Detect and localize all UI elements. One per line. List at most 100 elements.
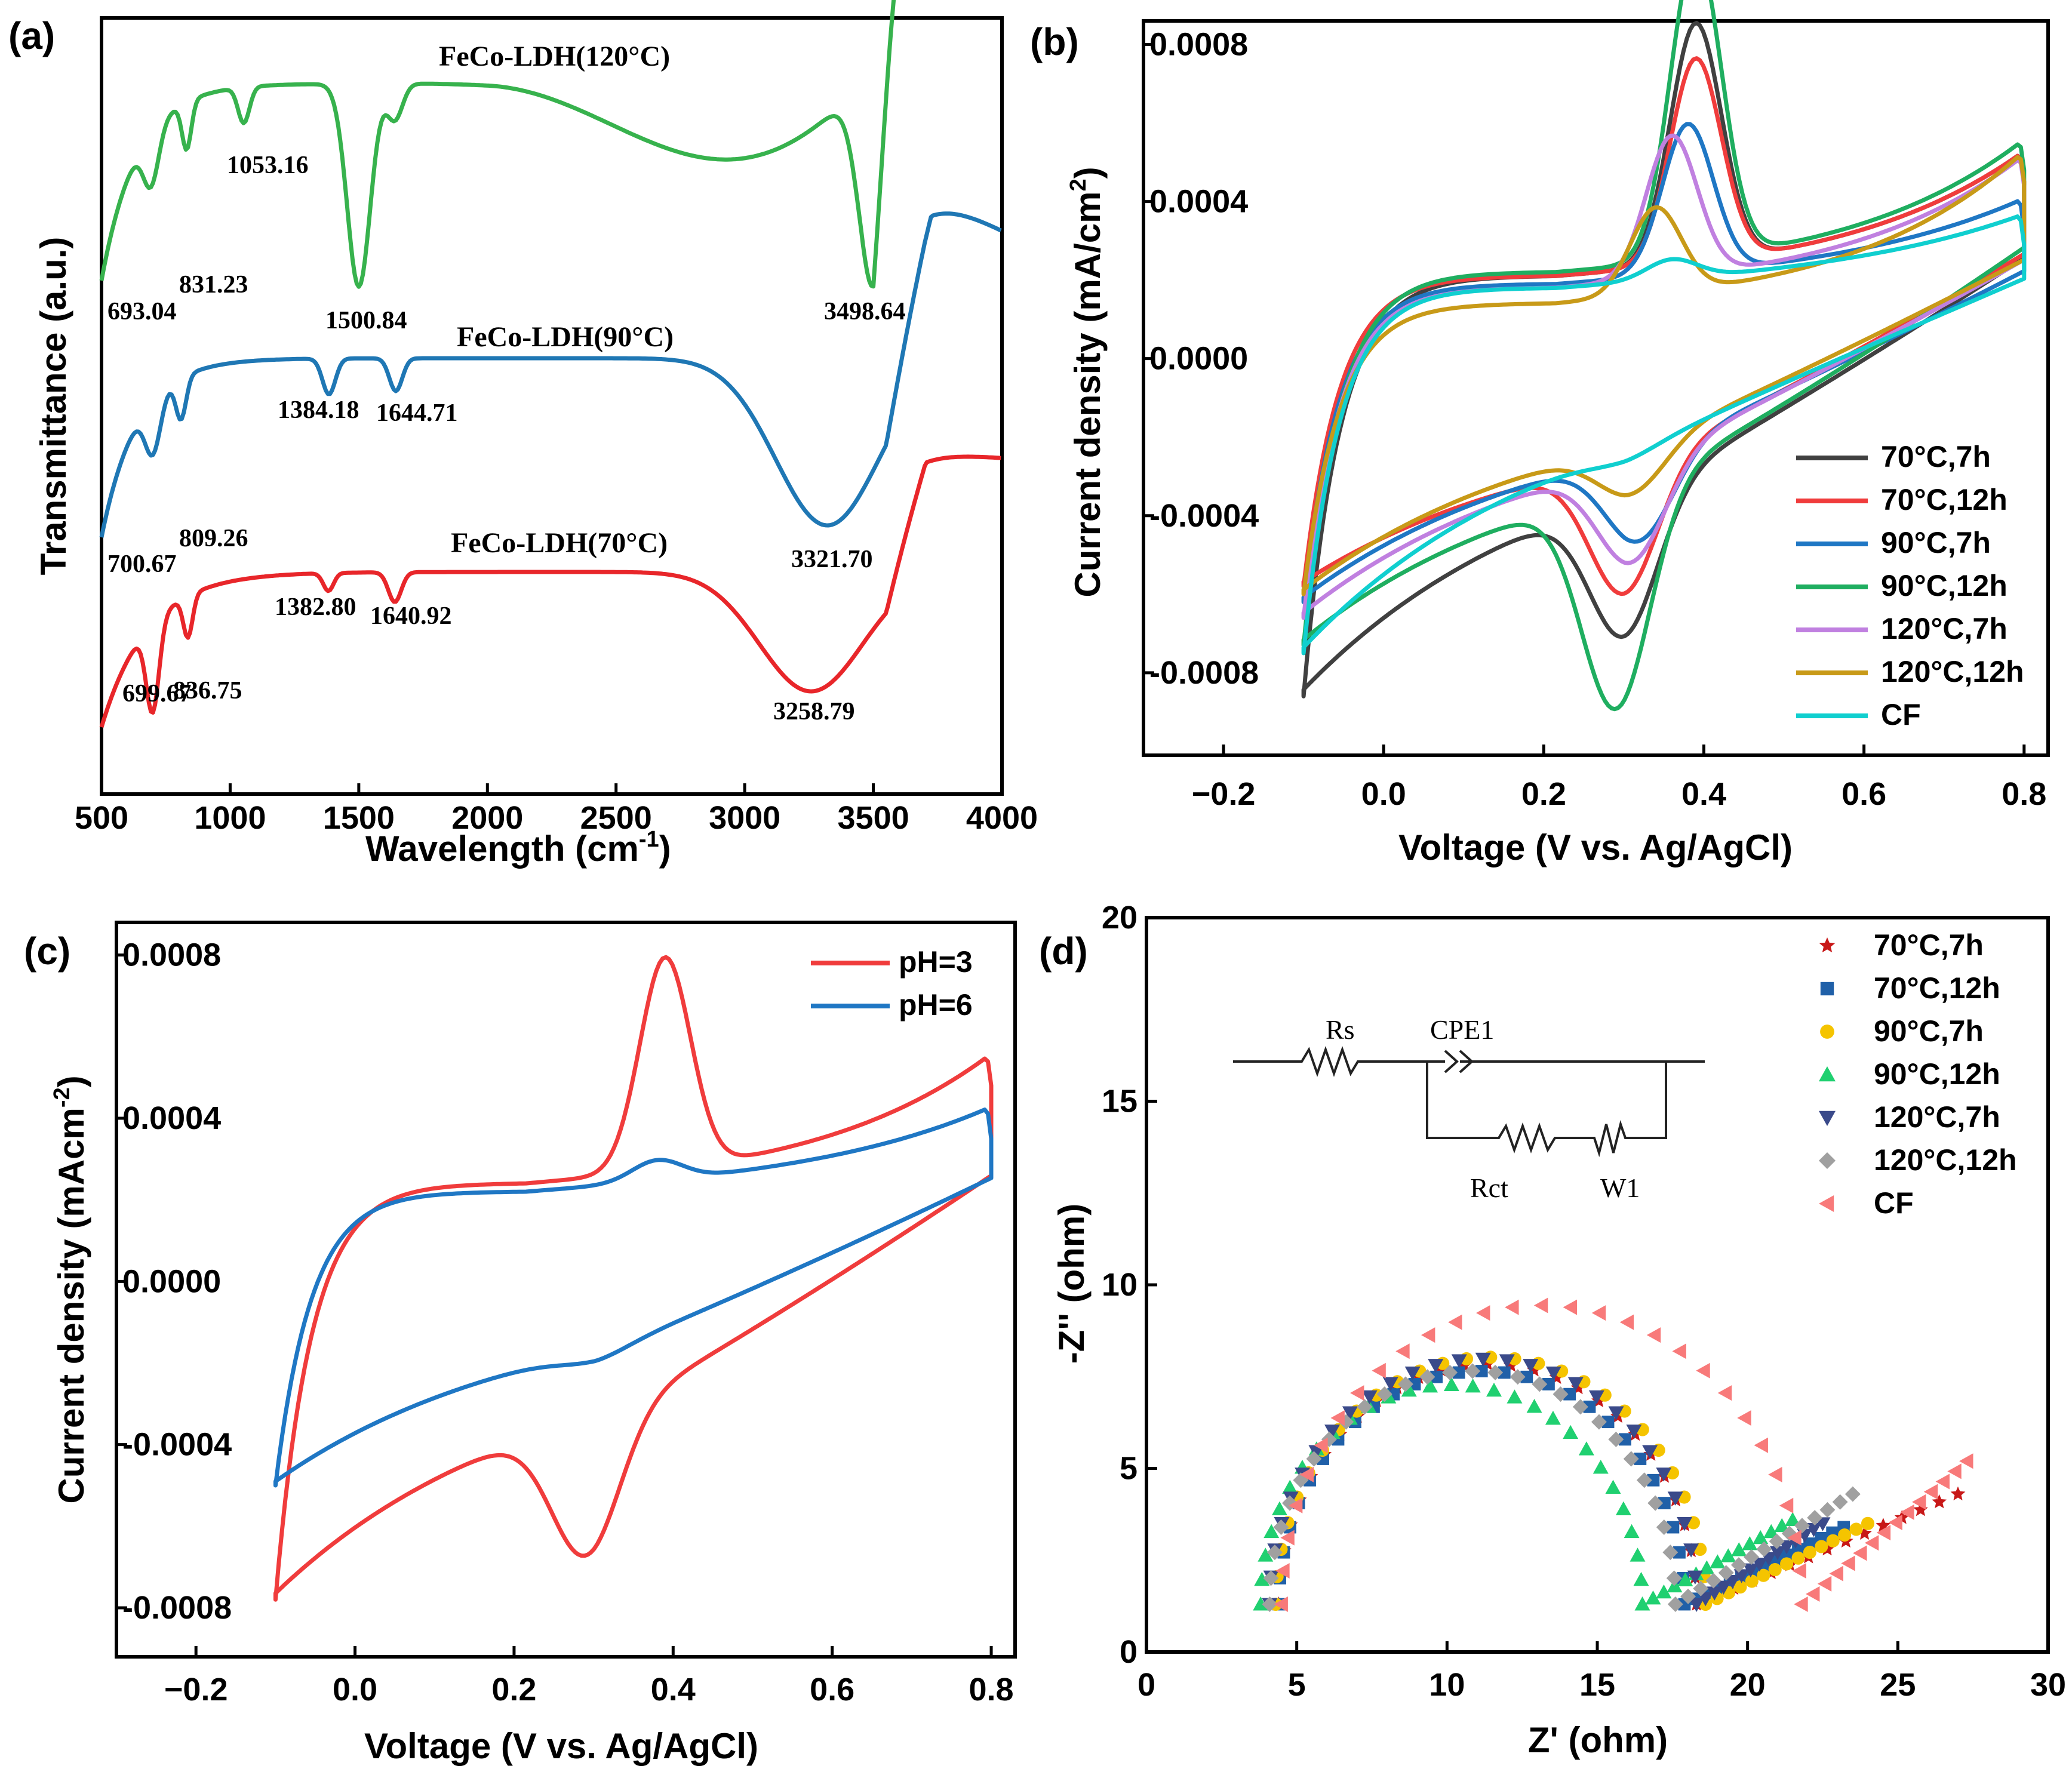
data-point <box>1667 1491 1683 1506</box>
peak-label: 3498.64 <box>824 298 906 325</box>
data-point <box>1487 1364 1504 1380</box>
data-point <box>1619 1433 1631 1446</box>
data-point <box>1731 1542 1747 1556</box>
data-point <box>1404 1366 1421 1381</box>
data-point <box>1428 1359 1444 1373</box>
panel-a-curves <box>99 0 1002 728</box>
panel-d-label: (d) <box>1039 930 1088 973</box>
panel-b-curves <box>1301 0 2027 712</box>
x-tick-label: 0.0 <box>333 1672 377 1708</box>
series-120°C,7h <box>1262 1352 1831 1613</box>
y-tick-label: 0 <box>1120 1634 1138 1670</box>
data-point <box>1774 1518 1790 1533</box>
data-point <box>1505 1299 1519 1315</box>
peak-label: 3321.70 <box>791 546 873 573</box>
data-point <box>1718 1565 1734 1581</box>
circuit-label-rct: Rct <box>1470 1173 1508 1203</box>
panel-b-cv-temperature: (b) −0.2 0.0 0.2 0.4 0.6 0.8 0.0008 0.0004 0.000… <box>1030 0 2050 867</box>
data-point <box>1781 1548 1793 1561</box>
data-point <box>1510 1369 1526 1385</box>
data-point <box>1382 1377 1398 1391</box>
curve-label-120c: FeCo-LDH(120°C) <box>439 41 670 72</box>
data-point <box>1306 1451 1322 1467</box>
legend-entry: 90°C,12h <box>1874 1057 2000 1091</box>
peak-label: 1644.71 <box>376 399 458 427</box>
data-point <box>1401 1382 1417 1397</box>
data-point <box>1672 1343 1686 1359</box>
data-point <box>1720 1548 1736 1562</box>
data-point <box>1465 1363 1481 1379</box>
peak-label: 1640.92 <box>370 602 452 630</box>
legend-entry: 70°C,12h <box>1881 483 2008 516</box>
data-point <box>1819 1152 1836 1169</box>
panel-b-x-axis-label: Voltage (V vs. Ag/AgCl) <box>1398 827 1793 867</box>
peak-label: 1500.84 <box>325 307 407 334</box>
data-point <box>1693 1580 1709 1596</box>
data-point <box>1572 1399 1588 1415</box>
data-point <box>1932 1494 1947 1509</box>
panel-c-frame <box>115 921 1017 1659</box>
panel-b-frame <box>1142 19 2050 757</box>
data-point <box>1733 1569 1750 1583</box>
svg-text:Current density (mA/cm2): Current density (mA/cm2) <box>1066 167 1108 597</box>
data-point <box>1553 1386 1569 1402</box>
y-tick-label: 0.0008 <box>1149 26 1248 62</box>
data-point <box>1680 1588 1696 1604</box>
peak-label: 3258.79 <box>773 698 855 725</box>
data-point <box>1395 1343 1410 1359</box>
data-point <box>1707 1586 1723 1601</box>
panel-a-x-ticks: 500 1000 1500 2000 2500 3000 3500 4000 <box>75 783 1038 836</box>
y-tick-label: 0.0004 <box>1149 184 1248 220</box>
data-point <box>1605 1479 1621 1494</box>
data-point <box>1658 1497 1671 1509</box>
data-point <box>1563 1388 1576 1401</box>
data-point <box>1448 1314 1462 1330</box>
y-tick-label: 15 <box>1102 1084 1138 1119</box>
data-point <box>1523 1359 1539 1373</box>
panel-a-frame <box>100 16 1004 796</box>
data-point <box>1730 1557 1747 1573</box>
data-point <box>1372 1362 1386 1379</box>
panel-a-peak-labels: FeCo-LDH(120°C) FeCo-LDH(90°C) FeCo-LDH(70… <box>107 41 906 725</box>
data-point <box>1794 1518 1810 1534</box>
data-point <box>1716 1580 1732 1595</box>
data-point <box>1619 1314 1634 1330</box>
data-point <box>1807 1510 1823 1526</box>
data-point <box>1913 1502 1928 1516</box>
data-point <box>1274 1596 1288 1613</box>
legend-entry: pH=3 <box>899 945 973 979</box>
y-tick-label: -0.0004 <box>122 1427 232 1463</box>
x-tick-label: 0 <box>1138 1667 1155 1703</box>
ftir-curve-0 <box>99 0 896 289</box>
data-point <box>1507 1389 1523 1404</box>
panel-a-x-axis-label: Wavelength (cm-1) <box>365 827 671 869</box>
data-point <box>1421 1327 1435 1343</box>
data-point <box>1591 1414 1607 1430</box>
data-point <box>1520 1370 1533 1383</box>
data-point <box>1533 1297 1548 1313</box>
x-tick-label: 30 <box>2030 1667 2066 1703</box>
data-point <box>1266 1545 1283 1561</box>
peak-label: 831.23 <box>179 271 248 299</box>
data-point <box>1820 982 1834 996</box>
data-point <box>1826 1534 1840 1548</box>
x-tick-label: 10 <box>1429 1667 1465 1703</box>
data-point <box>1753 1530 1769 1545</box>
panel-d-equivalent-circuit: Rs CPE1 Rct W1 <box>1218 979 1714 1218</box>
data-point <box>1452 1366 1465 1379</box>
panel-b-y-axis-label: Current density (mA/cm2) <box>1066 167 1108 597</box>
data-point <box>1687 1570 1703 1585</box>
panel-b-legend: 70°C,7h 70°C,12h 90°C,7h 90°C,12h 120°C,7h 12… <box>1796 440 2024 731</box>
data-point <box>1623 1451 1639 1467</box>
data-point <box>1282 1479 1298 1494</box>
data-point <box>1710 1554 1726 1568</box>
data-point <box>1253 1596 1269 1611</box>
data-point <box>1376 1386 1392 1402</box>
data-point <box>1923 1484 1938 1500</box>
peak-label: 1382.80 <box>275 593 356 621</box>
data-point <box>1779 1540 1795 1555</box>
panel-c-ticks: −0.2 0.0 0.2 0.4 0.6 0.8 0.0008 0.0004 0.0000 -0.… <box>116 937 1014 1708</box>
peak-label: 836.75 <box>173 677 242 705</box>
y-tick-label: 5 <box>1120 1451 1138 1487</box>
data-point <box>1608 1406 1624 1420</box>
